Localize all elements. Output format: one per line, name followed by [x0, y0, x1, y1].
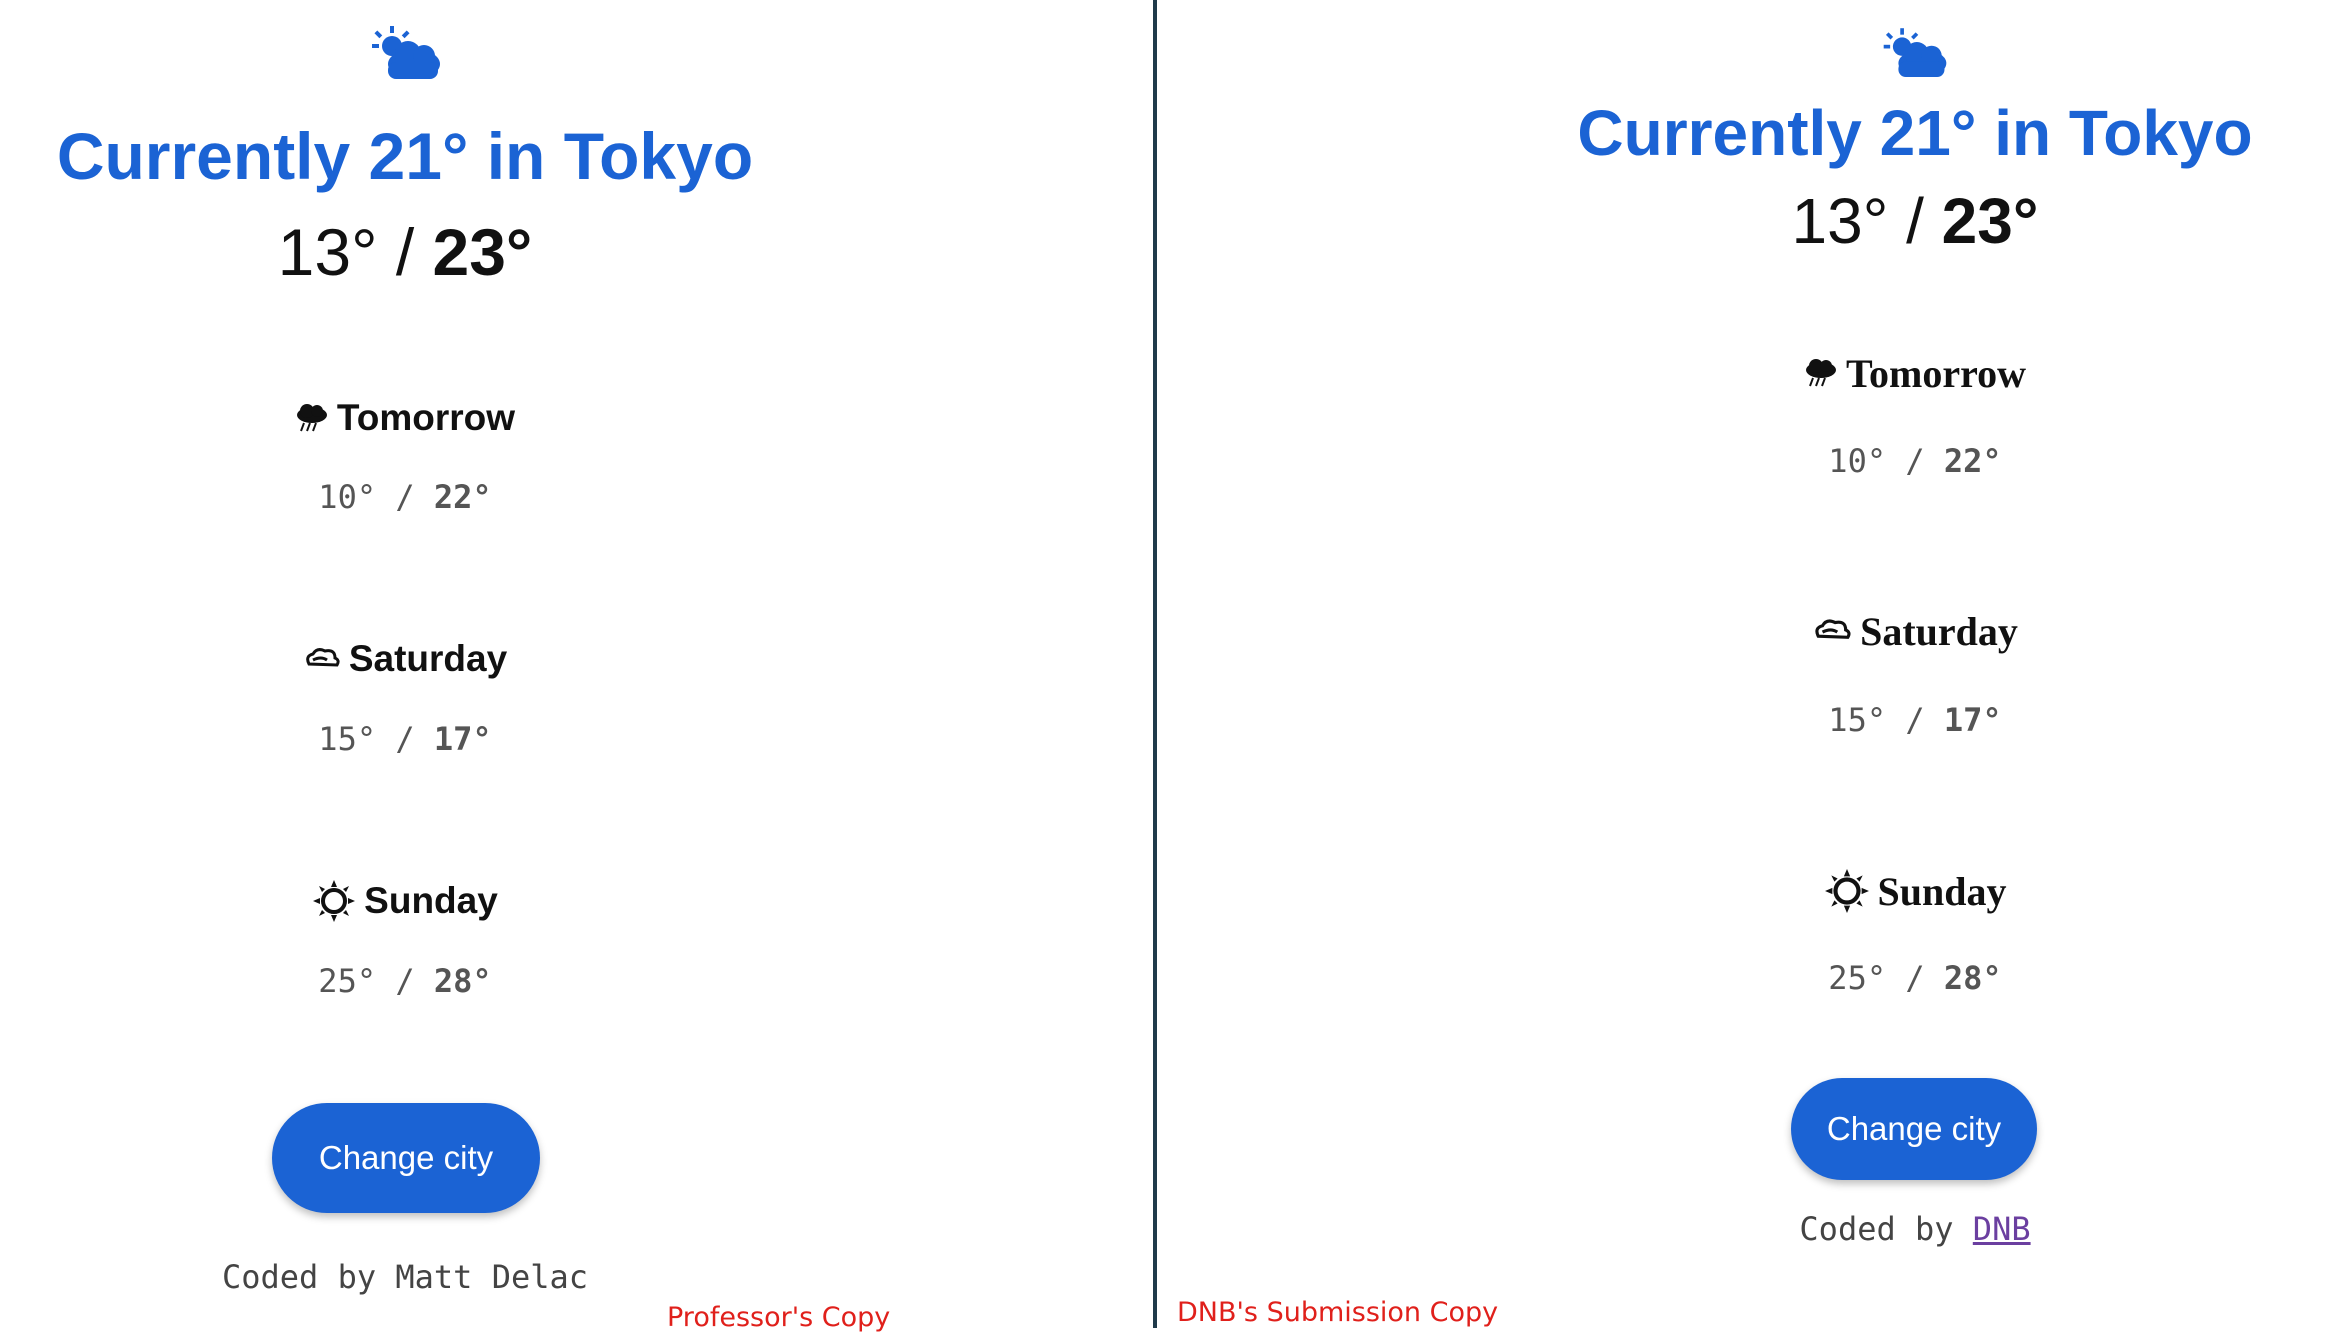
forecast-high-temp: 22° — [433, 478, 492, 516]
forecast-day-tomorrow: Tomorrow — [1159, 350, 2341, 396]
forecast-low-temp: 10° — [1828, 442, 1887, 480]
forecast-low-temp: 25° — [318, 962, 377, 1000]
forecast-high-temp: 17° — [1943, 701, 2002, 739]
change-city-button[interactable]: Change city — [1791, 1078, 2037, 1180]
coded-by-credit: Coded by DNB — [1159, 1210, 2341, 1248]
forecast-day-label: Tomorrow — [336, 397, 516, 438]
temp-separator: / — [1888, 185, 1942, 257]
forecast-day-label: Saturday — [1860, 608, 2018, 654]
submission-copy-caption: DNB's Submission Copy — [1177, 1297, 1499, 1328]
credit-author-link[interactable]: DNB — [1972, 1210, 2031, 1248]
forecast-high-temp: 28° — [433, 962, 492, 1000]
submission-copy-panel: Currently 21° in Tokyo 13° / 23° Tomorro… — [1159, 0, 2341, 1328]
temp-separator: / — [376, 962, 434, 1000]
forecast-low-temp: 15° — [1828, 701, 1887, 739]
today-low-temp: 13° — [1791, 185, 1889, 257]
forecast-day-sunday: Sunday — [1159, 866, 2341, 916]
today-low-temp: 13° — [277, 215, 378, 289]
forecast-high-temp: 22° — [1943, 442, 2002, 480]
forecast-low-temp: 15° — [318, 720, 377, 758]
temp-separator: / — [1886, 701, 1944, 739]
temp-separator: / — [1886, 442, 1944, 480]
today-temperatures: 13° / 23° — [1159, 184, 2341, 258]
today-high-temp: 23° — [1941, 185, 2039, 257]
sun-behind-cloud-icon — [1883, 28, 1947, 78]
forecast-day-tomorrow: Tomorrow — [0, 395, 810, 441]
wind-cloud-icon — [1815, 619, 1851, 639]
today-high-temp: 23° — [432, 215, 533, 289]
credit-author: Matt Delac — [395, 1258, 589, 1296]
forecast-low-temp: 10° — [318, 478, 377, 516]
forecast-high-temp: 28° — [1943, 959, 2002, 997]
forecast-day-label: Sunday — [364, 880, 498, 921]
forecast-high-temp: 17° — [433, 720, 492, 758]
change-city-button[interactable]: Change city — [272, 1103, 540, 1213]
temp-separator: / — [376, 478, 434, 516]
credit-prefix: Coded by — [221, 1258, 396, 1296]
forecast-temps-sunday: 25° / 28° — [1159, 959, 2341, 997]
professors-copy-caption: Professor's Copy — [667, 1302, 891, 1333]
cloud-with-rain-icon — [1806, 359, 1836, 387]
temp-separator: / — [377, 215, 433, 289]
coded-by-credit: Coded by Matt Delac — [0, 1258, 810, 1296]
panel-divider — [1153, 0, 1157, 1328]
sun-icon — [313, 880, 356, 922]
forecast-temps-tomorrow: 10° / 22° — [0, 478, 810, 516]
forecast-temps-sunday: 25° / 28° — [0, 962, 810, 1000]
cloud-with-rain-icon — [296, 404, 327, 432]
forecast-temps-tomorrow: 10° / 22° — [1159, 442, 2341, 480]
forecast-temps-saturday: 15° / 17° — [1159, 701, 2341, 739]
forecast-day-label: Sunday — [1877, 868, 2007, 914]
temp-separator: / — [1886, 959, 1944, 997]
forecast-day-label: Saturday — [348, 638, 508, 679]
professor-copy-panel: Currently 21° in Tokyo 13° / 23° Tomorro… — [0, 0, 1153, 1333]
current-weather-headline: Currently 21° in Tokyo — [1577, 97, 2253, 169]
forecast-day-saturday: Saturday — [0, 636, 810, 682]
forecast-day-sunday: Sunday — [0, 878, 810, 924]
forecast-temps-saturday: 15° / 17° — [0, 720, 810, 758]
today-temperatures: 13° / 23° — [0, 214, 810, 290]
forecast-day-label: Tomorrow — [1846, 350, 2026, 396]
sun-behind-cloud-icon — [372, 26, 440, 79]
forecast-low-temp: 25° — [1828, 959, 1887, 997]
credit-prefix: Coded by — [1799, 1210, 1973, 1248]
current-weather-headline: Currently 21° in Tokyo — [56, 119, 754, 193]
sun-icon — [1824, 869, 1869, 913]
forecast-day-saturday: Saturday — [1159, 608, 2341, 654]
temp-separator: / — [376, 720, 434, 758]
wind-cloud-icon — [306, 648, 340, 667]
